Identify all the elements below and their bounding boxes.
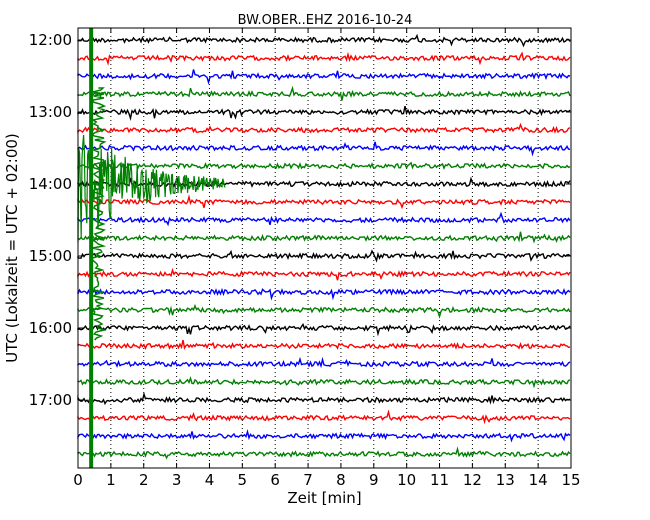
y-tick-label: 15:00 xyxy=(29,247,72,265)
x-tick-label: 7 xyxy=(303,471,313,489)
trace-line xyxy=(77,106,571,121)
trace-line xyxy=(77,69,571,85)
trace-line xyxy=(77,429,571,443)
plot-frame xyxy=(77,27,572,469)
y-tick-label: 16:00 xyxy=(29,319,72,337)
x-axis-label: Zeit [min] xyxy=(287,489,361,507)
event-secondary-band xyxy=(90,87,107,341)
trace-line xyxy=(77,375,571,389)
x-tick-label: 1 xyxy=(106,471,116,489)
x-tick-label: 3 xyxy=(172,471,182,489)
y-axis-ticks: 12:00 13:00 14:00 15:00 16:00 17:00 xyxy=(29,31,571,409)
x-axis-ticks: 0 1 2 3 4 5 6 7 8 9 10 11 12 13 14 15 xyxy=(73,28,581,489)
trace-line xyxy=(77,356,571,369)
x-tick-label: 2 xyxy=(139,471,149,489)
plot-area xyxy=(78,28,571,468)
x-tick-label: 8 xyxy=(336,471,346,489)
trace-line xyxy=(77,159,571,171)
trace-line xyxy=(77,231,571,244)
x-tick-label: 10 xyxy=(397,471,416,489)
x-tick-label: 4 xyxy=(205,471,215,489)
event-group xyxy=(77,28,226,468)
chart-title: BW.OBER..EHZ 2016-10-24 xyxy=(238,13,413,28)
trace-line xyxy=(77,211,571,227)
trace-line xyxy=(77,391,571,406)
y-tick-label: 17:00 xyxy=(29,391,72,409)
trace-line xyxy=(77,122,571,134)
traces-group xyxy=(77,33,571,460)
y-tick-label: 12:00 xyxy=(29,31,72,49)
trace-line xyxy=(77,339,571,351)
x-tick-label: 5 xyxy=(238,471,248,489)
trace-line xyxy=(77,51,571,66)
trace-line xyxy=(77,267,571,281)
event-saturation-band xyxy=(89,28,94,468)
y-axis-label: UTC (Lokalzeit = UTC + 02:00) xyxy=(3,133,21,363)
event-coda xyxy=(77,132,226,243)
trace-line xyxy=(77,409,571,425)
x-tick-label: 15 xyxy=(561,471,580,489)
x-tick-label: 12 xyxy=(463,471,482,489)
trace-line xyxy=(77,194,571,210)
trace-line xyxy=(77,249,571,263)
trace-line xyxy=(77,303,571,319)
y-tick-label: 13:00 xyxy=(29,103,72,121)
trace-line xyxy=(77,287,571,301)
x-tick-label: 11 xyxy=(430,471,449,489)
x-tick-label: 14 xyxy=(529,471,548,489)
trace-line xyxy=(77,85,571,101)
x-tick-label: 6 xyxy=(270,471,280,489)
grid-lines xyxy=(110,28,539,468)
x-tick-label: 9 xyxy=(369,471,379,489)
trace-line xyxy=(77,323,571,337)
y-tick-label: 14:00 xyxy=(29,175,72,193)
trace-line xyxy=(77,141,571,157)
x-tick-label: 13 xyxy=(496,471,515,489)
trace-line xyxy=(77,446,571,460)
trace-line xyxy=(77,33,571,48)
x-tick-label: 0 xyxy=(73,471,83,489)
